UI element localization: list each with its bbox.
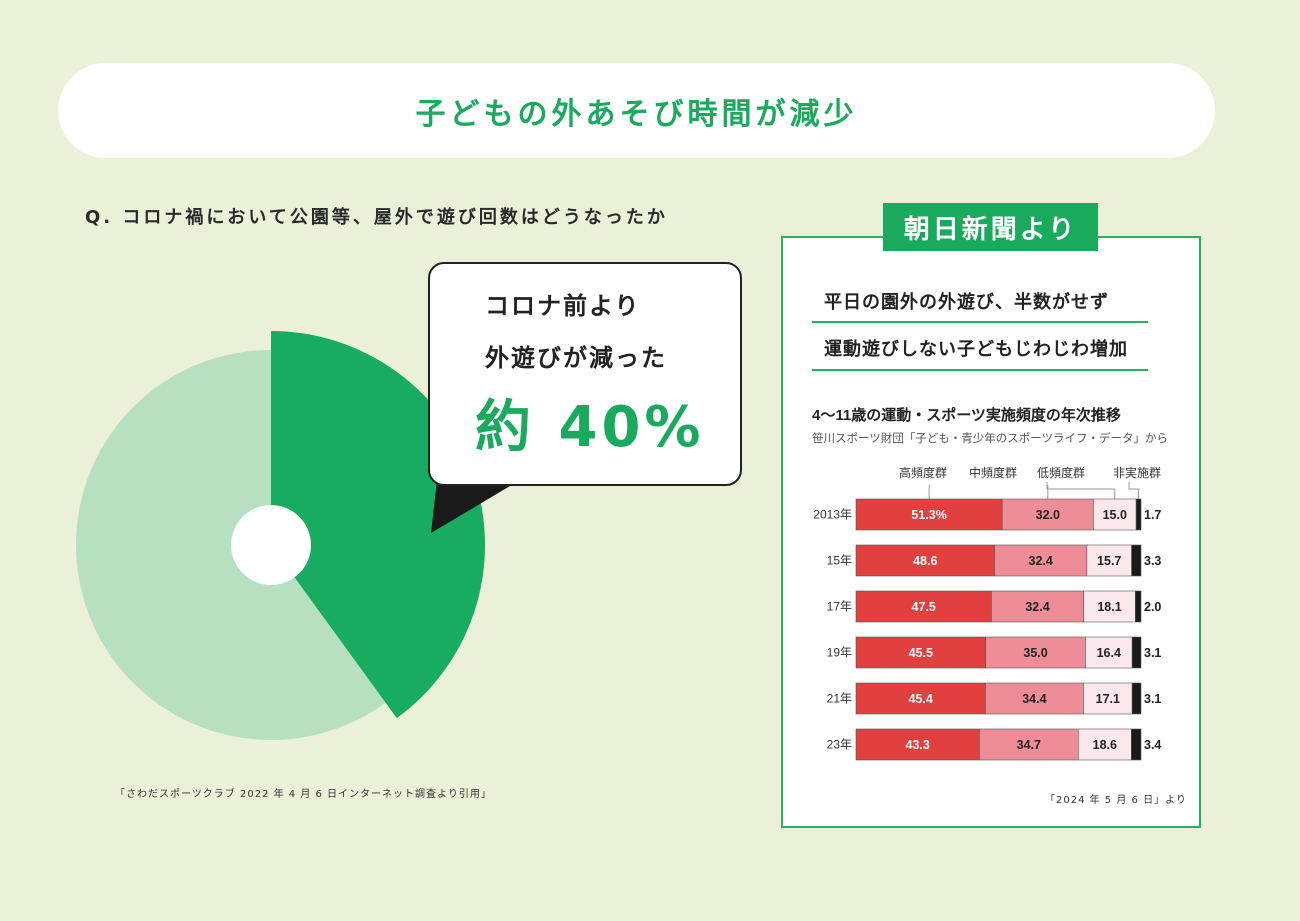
value-label: 3.3 xyxy=(1144,554,1161,568)
news-headline-1: 平日の園外の外遊び、半数がせず xyxy=(824,292,1109,313)
value-label: 15.0 xyxy=(1103,508,1127,522)
news-tag-label: 朝日新聞より xyxy=(903,214,1078,245)
bar-segment-4 xyxy=(1135,498,1142,531)
legend-label-4: 非実施群 xyxy=(1113,465,1161,480)
bar-segment-1 xyxy=(855,636,986,669)
bar-segment-3 xyxy=(1085,636,1133,669)
chart-subtitle: 笹川スポーツ財団「子ども・青少年のスポーツライフ・データ」から xyxy=(812,431,1168,445)
value-label: 17.1 xyxy=(1096,692,1120,706)
value-label: 2.0 xyxy=(1144,600,1161,614)
value-label: 34.4 xyxy=(1022,692,1046,706)
speech-bubble: コロナ前より 外遊びが減った 約 40% xyxy=(428,262,742,486)
value-label: 34.7 xyxy=(1017,738,1041,752)
bar-segment-4 xyxy=(1131,728,1142,761)
value-label: 1.7 xyxy=(1144,508,1161,522)
value-label: 16.4 xyxy=(1097,646,1121,660)
value-label: 45.4 xyxy=(909,692,933,706)
bar-segment-2 xyxy=(985,636,1086,669)
bar-segment-3 xyxy=(1083,682,1133,715)
bar-segment-3 xyxy=(1086,544,1132,577)
category-label: 17年 xyxy=(827,600,852,614)
category-label: 19年 xyxy=(827,646,852,660)
bubble-tail xyxy=(431,480,510,533)
bar-segment-1 xyxy=(855,682,986,715)
survey-question: Q. コロナ禍において公園等、屋外で遊び回数はどうなったか xyxy=(85,207,668,228)
bar-segment-2 xyxy=(985,682,1084,715)
bar-segment-4 xyxy=(1134,590,1142,623)
bar-segment-4 xyxy=(1131,636,1142,669)
bubble-line-2: 外遊びが減った xyxy=(485,344,667,372)
value-label: 3.1 xyxy=(1144,692,1161,706)
stacked-bar-chart: 4～11歳の運動・スポーツ実施頻度の年次推移笹川スポーツ財団「子ども・青少年のス… xyxy=(812,406,1168,761)
title-banner: 子どもの外あそび時間が減少 xyxy=(58,63,1215,158)
value-label: 48.6 xyxy=(913,554,937,568)
value-label: 18.6 xyxy=(1093,738,1117,752)
value-label: 47.5 xyxy=(912,600,936,614)
chart-title: 4～11歳の運動・スポーツ実施頻度の年次推移 xyxy=(812,406,1121,424)
pie-center-hole xyxy=(231,505,311,585)
bar-segment-1 xyxy=(855,544,995,577)
bar-segment-3 xyxy=(1083,590,1136,623)
bar-segment-1 xyxy=(855,728,980,761)
value-label: 15.7 xyxy=(1097,554,1121,568)
bar-segment-2 xyxy=(1001,498,1094,531)
legend-label-1: 高頻度群 xyxy=(899,465,947,480)
pie-slice-other xyxy=(76,350,386,740)
news-headline-2: 運動遊びしない子どもじわじわ増加 xyxy=(824,339,1128,360)
leader-line-4 xyxy=(1128,482,1140,499)
value-label: 51.3% xyxy=(911,508,946,522)
headline-rule-2 xyxy=(812,369,1148,371)
survey-source: 「さわだスポーツクラブ 2022 年 4 月 6 日インターネット調査より引用」 xyxy=(115,789,492,800)
bar-segment-1 xyxy=(855,498,1003,531)
news-tag: 朝日新聞より xyxy=(883,203,1098,251)
bar-segment-2 xyxy=(991,590,1085,623)
bar-segment-1 xyxy=(855,590,992,623)
value-label: 18.1 xyxy=(1097,600,1121,614)
leader-line-3 xyxy=(1046,482,1116,499)
value-label: 43.3 xyxy=(906,738,930,752)
headline-rule-1 xyxy=(812,321,1148,323)
category-label: 23年 xyxy=(827,738,852,752)
category-label: 15年 xyxy=(827,554,852,568)
page-title: 子どもの外あそび時間が減少 xyxy=(415,96,858,132)
value-label: 3.4 xyxy=(1144,738,1161,752)
value-label: 35.0 xyxy=(1023,646,1047,660)
category-label: 2013年 xyxy=(813,508,852,522)
value-label: 45.5 xyxy=(909,646,933,660)
category-label: 21年 xyxy=(827,692,852,706)
legend-label-2: 中頻度群 xyxy=(969,465,1017,480)
value-label: 32.4 xyxy=(1029,554,1053,568)
bar-segment-2 xyxy=(994,544,1088,577)
news-source: 「2024 年 5 月 6 日」より xyxy=(1045,795,1187,806)
bar-segment-4 xyxy=(1131,682,1142,715)
bubble-percentage: 約 40% xyxy=(475,395,705,460)
legend-label-3: 低頻度群 xyxy=(1037,465,1085,480)
bar-segment-3 xyxy=(1077,728,1132,761)
bar-segment-4 xyxy=(1131,544,1142,577)
value-label: 32.0 xyxy=(1036,508,1060,522)
value-label: 32.4 xyxy=(1025,600,1049,614)
value-label: 3.1 xyxy=(1144,646,1161,660)
bubble-line-1: コロナ前より xyxy=(485,292,641,320)
